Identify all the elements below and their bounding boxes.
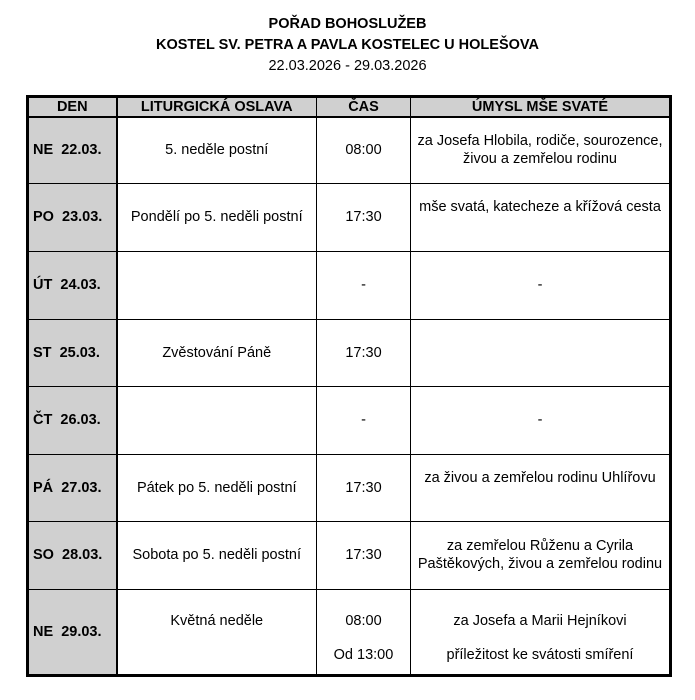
column-header-celebration: LITURGICKÁ OSLAVA — [116, 96, 317, 118]
celebration-cell: Květná neděle — [116, 588, 317, 676]
table-row: NE 29.03. Květná neděle 08:00 Od 13:00 za Jo… — [27, 588, 671, 676]
table-header-row: DEN LITURGICKÁ OSLAVA ČAS ÚMYSL MŠE SVAT… — [27, 96, 671, 118]
date-range: 22.03.2026 - 29.03.2026 — [268, 58, 427, 74]
day-cell: PÁ 27.03. — [27, 453, 118, 522]
time-cell: - — [316, 250, 411, 320]
table-row: ČT 26.03. - - — [27, 385, 671, 455]
day-cell: PO 23.03. — [27, 182, 118, 252]
table-row: PO 23.03. Pondělí po 5. neděli postní 17:3… — [27, 182, 671, 252]
intention-cell: za zemřelou Růženu a Cyrila Paštěkových,… — [410, 520, 671, 590]
intention-cell: za živou a zemřelou rodinu Uhlířovu — [410, 453, 671, 522]
intention-cell — [410, 318, 671, 387]
time-cell: 17:30 — [316, 182, 411, 252]
time-cell: - — [316, 385, 411, 455]
time-entry: Od 13:00 — [333, 646, 394, 663]
column-header-intention: ÚMYSL MŠE SVATÉ — [410, 96, 671, 118]
table-row: ST 25.03. Zvěstování Páně 17:30 — [27, 318, 671, 387]
day-cell: NE 29.03. — [27, 588, 118, 676]
celebration-cell — [116, 385, 317, 455]
column-header-day: DEN — [27, 96, 118, 118]
church-name: KOSTEL SV. PETRA A PAVLA KOSTELEC U HOLE… — [156, 37, 539, 53]
intention-cell: za Josefa a Marii Hejníkovi příležitost k… — [410, 588, 671, 676]
celebration-cell: Pondělí po 5. neděli postní — [116, 182, 317, 252]
cell-stack: za Josefa a Marii Hejníkovi příležitost k… — [415, 608, 665, 664]
celebration-cell: Pátek po 5. neděli postní — [116, 453, 317, 522]
table-row: SO 28.03. Sobota po 5. neděli postní 17:30… — [27, 520, 671, 590]
celebration-cell: 5. neděle postní — [116, 116, 317, 184]
time-cell: 17:30 — [316, 318, 411, 387]
column-header-time: ČAS — [316, 96, 411, 118]
table-row: PÁ 27.03. Pátek po 5. neděli postní 17:30 z… — [27, 453, 671, 522]
time-entry: 08:00 — [345, 612, 382, 629]
time-cell: 17:30 — [316, 453, 411, 522]
table-row: NE 22.03. 5. neděle postní 08:00 za Josefa … — [27, 116, 671, 184]
day-cell: SO 28.03. — [27, 520, 118, 590]
intention-entry: příležitost ke svátosti smíření — [446, 646, 634, 663]
intention-cell: mše svatá, katecheze a křížová cesta — [410, 182, 671, 252]
schedule-table: DEN LITURGICKÁ OSLAVA ČAS ÚMYSL MŠE SVAT… — [26, 95, 672, 677]
cell-stack: 08:00 Od 13:00 — [321, 608, 406, 664]
celebration-cell: Zvěstování Páně — [116, 318, 317, 387]
time-cell: 17:30 — [316, 520, 411, 590]
page-title: POŘAD BOHOSLUŽEB — [268, 16, 427, 32]
day-cell: NE 22.03. — [27, 116, 118, 184]
time-cell: 08:00 Od 13:00 — [316, 588, 411, 676]
day-cell: ÚT 24.03. — [27, 250, 118, 320]
intention-cell: - — [410, 250, 671, 320]
celebration-cell: Sobota po 5. neděli postní — [116, 520, 317, 590]
intention-entry: za Josefa a Marii Hejníkovi — [453, 612, 627, 629]
intention-cell: za Josefa Hlobila, rodiče, sourozence, ž… — [410, 116, 671, 184]
day-cell: ČT 26.03. — [27, 385, 118, 455]
time-cell: 08:00 — [316, 116, 411, 184]
day-cell: ST 25.03. — [27, 318, 118, 387]
intention-cell: - — [410, 385, 671, 455]
table-row: ÚT 24.03. - - — [27, 250, 671, 320]
celebration-cell — [116, 250, 317, 320]
